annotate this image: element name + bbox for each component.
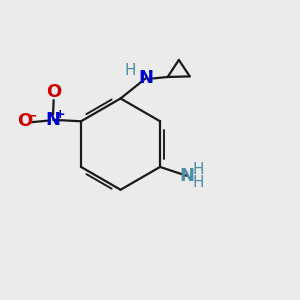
Text: −: −: [26, 110, 37, 122]
Text: H: H: [192, 162, 203, 177]
Text: H: H: [124, 63, 136, 78]
Text: +: +: [54, 108, 65, 121]
Text: N: N: [179, 167, 194, 185]
Text: O: O: [17, 112, 33, 130]
Text: N: N: [138, 69, 153, 87]
Text: O: O: [46, 83, 61, 101]
Text: N: N: [46, 111, 61, 129]
Text: H: H: [192, 175, 203, 190]
